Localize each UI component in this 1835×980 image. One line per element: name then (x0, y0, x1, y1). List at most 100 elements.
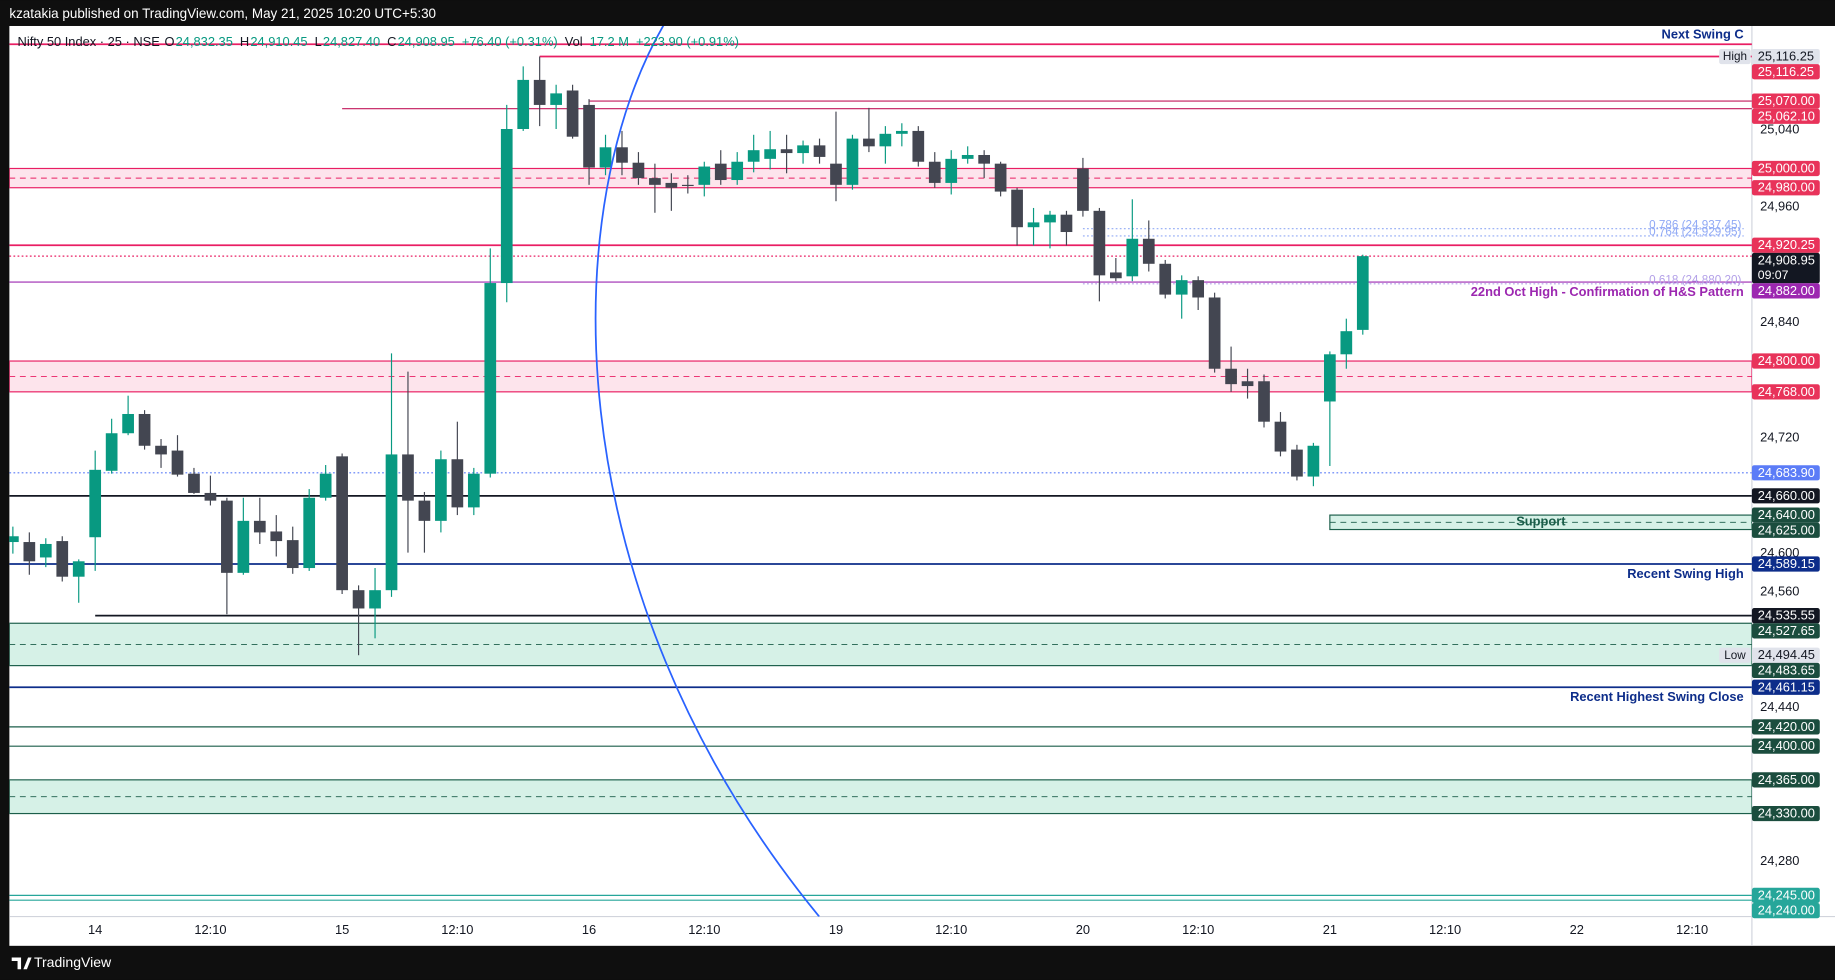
price-tag-label: 24,683.90 (1758, 465, 1815, 480)
x-tick-label: 12:10 (935, 922, 967, 937)
candle-body (352, 590, 365, 609)
x-tick-label: 12:10 (1182, 922, 1214, 937)
legend-item: C (387, 34, 396, 49)
candle-body (467, 473, 480, 508)
price-tag-badge-label: Low (1724, 649, 1746, 662)
x-tick-label: 12:10 (441, 922, 473, 937)
price-tag-label: 24,768.00 (1758, 384, 1815, 399)
candle-body (336, 456, 348, 591)
price-tag-label: 25,062.10 (1758, 108, 1815, 123)
price-tag-badge-label: High (1723, 50, 1747, 63)
candle-body (550, 93, 562, 105)
price-tag-label: 24,660.00 (1758, 488, 1815, 503)
candle-body (1208, 297, 1221, 369)
zone (9, 779, 1752, 815)
y-tick-label: 24,840 (1760, 314, 1799, 329)
candle-body (797, 145, 809, 154)
price-tag (1751, 772, 1820, 788)
candle-body (533, 79, 546, 105)
price-tag (1751, 353, 1820, 369)
candle-body (23, 542, 36, 562)
price-tag-label: 24,527.65 (1758, 623, 1815, 638)
price-tag-label: 24,461.15 (1758, 679, 1815, 694)
candle-body (1274, 421, 1287, 452)
candle-body (698, 166, 711, 185)
candle-body (1192, 280, 1205, 298)
candle-body (632, 162, 645, 179)
price-tag (1751, 738, 1820, 754)
price-tag-label: 24,365.00 (1758, 772, 1815, 787)
level-label: Recent Swing High (1627, 566, 1744, 581)
candle-body (237, 520, 250, 573)
candle-body (1258, 381, 1270, 422)
legend-item: 24,827.40 (323, 34, 380, 49)
price-tag (1751, 64, 1820, 80)
price-tag (1751, 384, 1820, 400)
legend-item: 24,910.45 (250, 34, 307, 49)
candle-body (369, 590, 381, 609)
price-tag (1751, 902, 1820, 919)
y-tick-label: 24,720 (1760, 429, 1799, 444)
legend-item: Vol (565, 34, 583, 49)
candle-body (764, 149, 776, 159)
price-tag (1751, 465, 1820, 481)
candle-body (484, 283, 497, 474)
candle-body (1159, 263, 1172, 295)
y-tick-label: 24,960 (1760, 198, 1799, 213)
candle-body (122, 413, 134, 434)
candle-body (945, 158, 958, 183)
price-tag (1751, 623, 1820, 639)
candle-body (1126, 238, 1139, 277)
axes: 14 12:10 15 12:10 16 12:10 19 12:10 20 12:10 21 12:… (88, 121, 1799, 937)
price-tag-label: 24,483.65 (1758, 662, 1815, 677)
candle-body (1175, 280, 1188, 295)
candle-body (780, 149, 793, 154)
price-tag (1751, 160, 1820, 177)
candle-body (89, 469, 102, 538)
arc-drawing (594, 25, 820, 917)
price-tag-label: 24,494.45 (1758, 647, 1815, 662)
price-tag (1751, 108, 1820, 124)
candle-body (599, 147, 612, 168)
legend-item: 17.2 M (590, 34, 629, 49)
legend-item: H (240, 34, 249, 49)
price-tag-label: 25,000.00 (1758, 160, 1815, 175)
candle-body (895, 130, 908, 134)
price-tag-label: 24,240.00 (1758, 903, 1815, 918)
x-tick-label: 12:10 (688, 922, 720, 937)
x-tick-label: 12:10 (194, 922, 226, 937)
y-tick-label: 24,280 (1760, 853, 1799, 868)
zone-label: Support (1516, 514, 1566, 529)
candle-body (830, 163, 842, 185)
candle-body (665, 182, 678, 188)
candle-body (994, 163, 1007, 192)
candle-body (747, 150, 760, 162)
price-tag-label: 24,920.25 (1758, 237, 1815, 252)
x-tick-label: 20 (1076, 922, 1090, 937)
legend-item: 24,908.95 (398, 34, 455, 49)
y-tick-label: 24,560 (1760, 584, 1799, 599)
price-tag (1751, 283, 1820, 299)
fib-label: 0.764 (24,929.95) (1649, 226, 1741, 239)
x-tick-label: 12:10 (1429, 922, 1461, 937)
price-tag (1751, 608, 1820, 624)
candles (9, 56, 1369, 656)
legend-item: L (315, 34, 322, 49)
candle-body (204, 492, 217, 501)
candle-body (912, 130, 925, 162)
x-tick-label: 14 (88, 922, 102, 937)
candle-body (253, 520, 266, 533)
price-tag-label: 24,800.00 (1758, 353, 1815, 368)
level-label: 22nd Oct High - Confirmation of H&S Patt… (1471, 284, 1744, 299)
candle-body (846, 138, 859, 185)
candle-body (435, 459, 447, 521)
candle-body (56, 541, 69, 577)
symbol-title: Nifty 50 Index · 25 · NSE (18, 34, 161, 49)
level-label: Next Swing C (1662, 26, 1744, 41)
x-tick-label: 19 (829, 922, 843, 937)
candle-body (1060, 214, 1073, 233)
candle-body (616, 147, 628, 163)
x-tick-label: 15 (335, 922, 349, 937)
candle-body (961, 154, 974, 159)
